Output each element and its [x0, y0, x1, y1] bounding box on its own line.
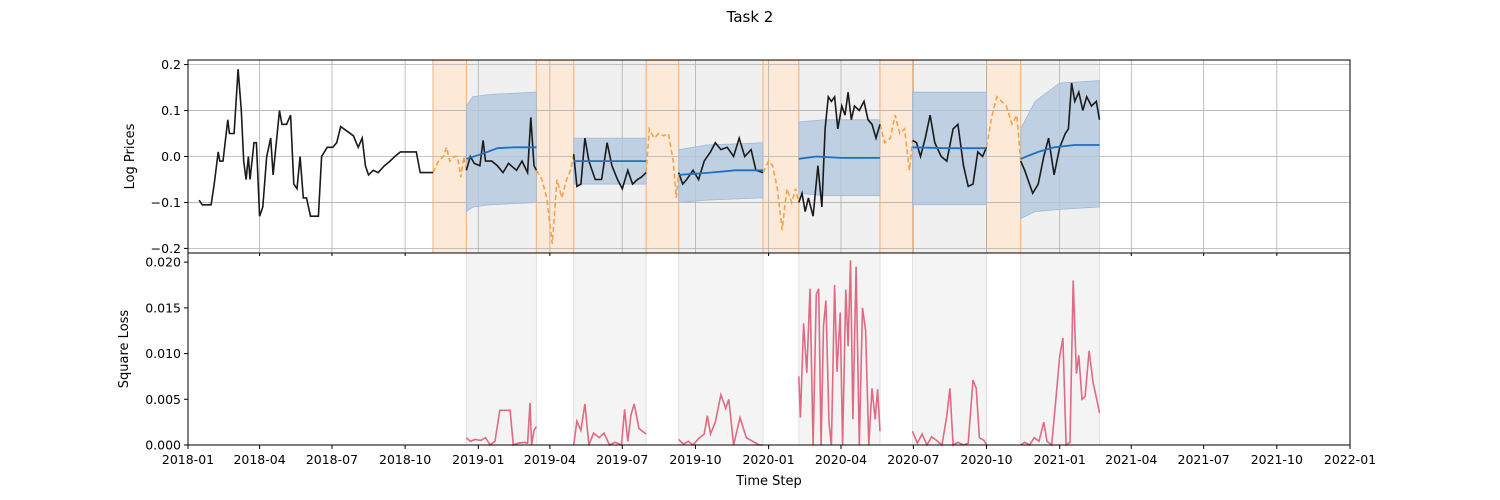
- context-series-4: [879, 114, 914, 171]
- loss-series-0: [465, 402, 538, 447]
- loss-series-2: [678, 391, 763, 447]
- xtick-label-5: 2019-04: [524, 452, 576, 467]
- xtick-label-13: 2021-04: [1105, 452, 1157, 467]
- forecast-mean-0: [466, 146, 537, 160]
- xtick-label-0: 2018-01: [162, 452, 214, 467]
- xtick-label-16: 2022-01: [1324, 452, 1376, 467]
- loss-eval-window-4: [912, 252, 988, 446]
- square-loss-ytick-label-4: 0.020: [145, 255, 181, 270]
- xtick-label-1: 2018-04: [233, 452, 285, 467]
- xtick-label-10: 2020-07: [887, 452, 939, 467]
- actual-series-1: [465, 117, 538, 176]
- xtick-label-15: 2021-10: [1251, 452, 1303, 467]
- log-prices-ylabel: Log Prices: [123, 123, 138, 189]
- xtick-label-12: 2021-01: [1034, 452, 1086, 467]
- xtick-label-8: 2020-01: [742, 452, 794, 467]
- forecast-band-5: [1020, 80, 1100, 220]
- xtick-label-9: 2020-04: [815, 452, 867, 467]
- log-prices-panel: 0.2 0.1 0.0 −0.1 −0.2 Log Prices: [123, 57, 1351, 256]
- log-prices-ytick-label-0: 0.2: [161, 57, 181, 72]
- loss-series-4: [911, 379, 988, 447]
- loss-eval-window-1: [573, 252, 647, 446]
- actual-series-4: [798, 92, 881, 217]
- loss-eval-window-2: [678, 252, 764, 446]
- forecast-band-0: [465, 91, 537, 213]
- xtick-label-2: 2018-07: [306, 452, 358, 467]
- xtick-label-14: 2021-07: [1178, 452, 1230, 467]
- square-loss-ytick-label-2: 0.010: [145, 346, 181, 361]
- square-loss-ytick-label-0: 0.000: [145, 438, 181, 453]
- xtick-label-11: 2020-10: [960, 452, 1012, 467]
- square-loss-ylabel: Square Loss: [117, 310, 132, 389]
- forecast-mean-5: [1020, 144, 1100, 160]
- square-loss-ytick-label-1: 0.005: [145, 392, 181, 407]
- chart-title: Task 2: [726, 8, 774, 26]
- forecast-band-2: [678, 142, 764, 203]
- xtick-label-6: 2019-07: [596, 452, 648, 467]
- forecast-mean-3: [798, 155, 880, 160]
- loss-series-3: [798, 260, 881, 446]
- context-series-2: [645, 126, 680, 198]
- context-series-5: [985, 95, 1022, 162]
- loss-eval-window-0: [465, 252, 537, 446]
- log-prices-ytick-label-1: 0.1: [161, 103, 181, 118]
- forecast-mean-4: [912, 146, 987, 150]
- log-prices-ytick-label-3: −0.1: [151, 195, 181, 210]
- loss-series-5: [1020, 280, 1101, 447]
- time-step-xlabel: Time Step: [735, 474, 802, 489]
- xtick-label-7: 2019-10: [669, 452, 721, 467]
- log-prices-ytick-label-4: −0.2: [151, 241, 181, 256]
- square-loss-panel: 0.000 0.005 0.010 0.015 0.020 2018-01 2018-04…: [117, 252, 1376, 489]
- context-series-3: [762, 159, 800, 231]
- forecast-mean-2: [678, 169, 763, 176]
- context-series-1: [535, 154, 575, 244]
- square-loss-axes-frame: [187, 252, 1351, 446]
- xtick-label-3: 2018-10: [379, 452, 431, 467]
- log-prices-ytick-label-2: 0.0: [161, 149, 181, 164]
- square-loss-ytick-label-3: 0.015: [145, 300, 181, 315]
- loss-eval-window-5: [1020, 252, 1100, 446]
- actual-series-6: [1019, 82, 1101, 196]
- context-series-0: [432, 144, 468, 178]
- actual-series-0: [198, 69, 433, 217]
- xtick-label-4: 2019-01: [452, 452, 504, 467]
